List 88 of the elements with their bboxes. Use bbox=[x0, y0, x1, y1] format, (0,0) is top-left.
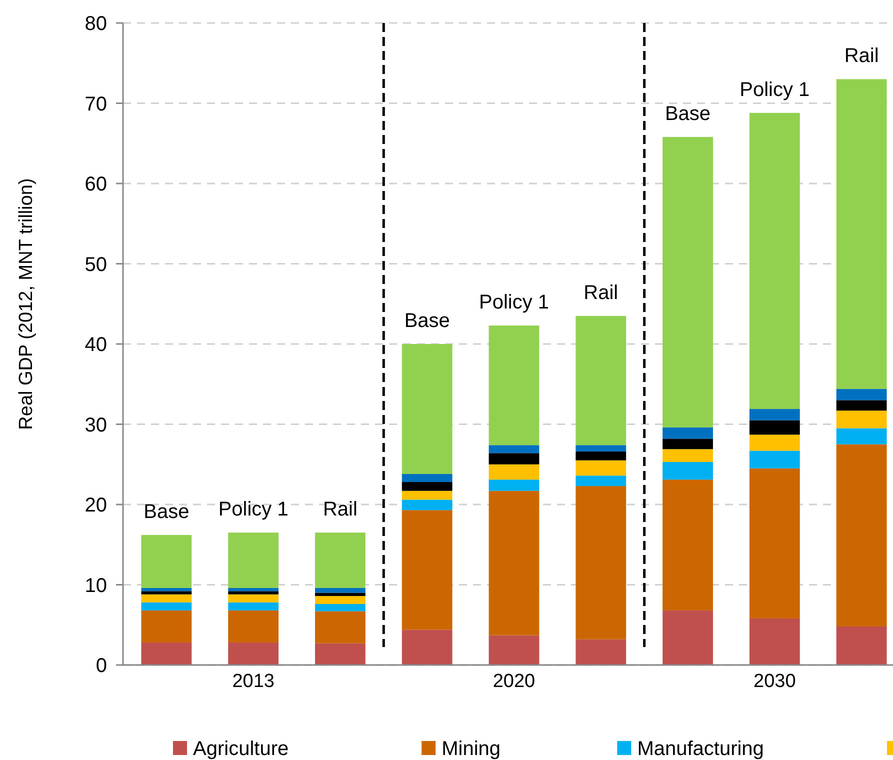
bar bbox=[488, 453, 540, 464]
bar bbox=[576, 476, 626, 486]
x-tick-label: Policy 1 bbox=[478, 292, 550, 314]
y-tick-label: 40 bbox=[84, 334, 107, 356]
x-tick-label: Base bbox=[664, 102, 711, 125]
bar bbox=[749, 409, 800, 420]
bar bbox=[662, 136, 713, 428]
bar bbox=[141, 602, 192, 610]
bar bbox=[402, 344, 452, 474]
y-tick-label: 30 bbox=[84, 414, 107, 436]
bar bbox=[749, 618, 800, 665]
bar bbox=[576, 452, 626, 460]
bar bbox=[402, 500, 452, 510]
y-tick-label: 70 bbox=[84, 93, 107, 116]
bar bbox=[315, 532, 366, 588]
bar bbox=[576, 460, 626, 476]
x-tick-label: Policy 1 bbox=[740, 78, 810, 101]
bar bbox=[836, 79, 887, 389]
bar bbox=[662, 449, 713, 462]
bar bbox=[488, 464, 540, 480]
bar bbox=[228, 642, 279, 665]
bar bbox=[315, 643, 366, 665]
text: 2013 bbox=[232, 671, 274, 692]
y-axis-title: Real GDP (2012, MNT trillion) bbox=[16, 178, 37, 430]
bar bbox=[402, 490, 452, 500]
bar bbox=[228, 602, 279, 610]
bar bbox=[141, 594, 192, 602]
bar bbox=[836, 410, 887, 428]
x-tick-label: Rail bbox=[584, 282, 618, 304]
bar bbox=[402, 630, 452, 665]
y-tick-label: 20 bbox=[84, 494, 107, 516]
legend-label: Agriculture bbox=[193, 738, 289, 760]
bar bbox=[402, 510, 452, 630]
bar bbox=[662, 480, 713, 610]
legend-label: Manufacturing bbox=[637, 738, 764, 760]
bar bbox=[228, 591, 279, 594]
bar bbox=[228, 594, 279, 602]
bar bbox=[488, 326, 540, 446]
bar bbox=[488, 490, 540, 636]
bar bbox=[836, 444, 887, 626]
bar bbox=[576, 316, 626, 446]
x-tick-label: Base bbox=[404, 310, 450, 332]
bar bbox=[228, 610, 279, 643]
bar bbox=[576, 639, 626, 665]
bar bbox=[141, 591, 192, 594]
bar bbox=[662, 427, 713, 439]
bar bbox=[662, 438, 713, 450]
bar bbox=[749, 420, 800, 435]
bar bbox=[141, 588, 192, 592]
x-tick-label: Rail bbox=[322, 498, 358, 521]
bar bbox=[662, 462, 713, 480]
bar bbox=[315, 611, 366, 644]
text: 2030 bbox=[754, 671, 796, 692]
bar bbox=[749, 450, 800, 468]
bar bbox=[836, 428, 887, 444]
y-tick-label: 10 bbox=[84, 574, 107, 597]
y-tick-label: 60 bbox=[84, 174, 107, 196]
bar bbox=[315, 592, 366, 596]
bar bbox=[488, 480, 540, 491]
bar bbox=[488, 635, 540, 665]
bar bbox=[402, 482, 452, 491]
bar bbox=[141, 534, 192, 588]
legend-label: Mining bbox=[442, 738, 501, 760]
bar bbox=[402, 474, 452, 482]
bar bbox=[749, 468, 800, 618]
bar bbox=[315, 588, 366, 593]
text: 2020 bbox=[492, 671, 536, 692]
x-tick-label: Rail bbox=[844, 45, 879, 68]
bar bbox=[749, 112, 800, 409]
bar bbox=[315, 604, 366, 612]
bar bbox=[662, 610, 713, 665]
bar bbox=[228, 588, 279, 592]
bar bbox=[141, 642, 192, 665]
bar bbox=[228, 532, 279, 588]
x-tick-label: Policy 1 bbox=[218, 498, 288, 521]
bar bbox=[749, 434, 800, 451]
bar bbox=[315, 596, 366, 604]
y-tick-label: 80 bbox=[84, 13, 107, 35]
bar bbox=[576, 486, 626, 640]
bar bbox=[141, 610, 192, 643]
x-tick-label: Base bbox=[144, 500, 190, 523]
bar bbox=[836, 388, 887, 400]
bar bbox=[836, 626, 887, 665]
y-tick-label: 50 bbox=[84, 254, 107, 276]
bar bbox=[576, 445, 626, 452]
bar bbox=[488, 445, 540, 454]
bar bbox=[836, 400, 887, 411]
y-tick-label: 0 bbox=[96, 655, 107, 677]
